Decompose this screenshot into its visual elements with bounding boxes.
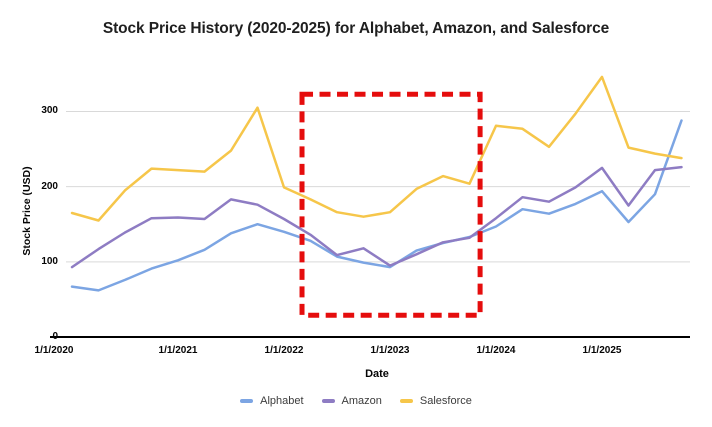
- x-tick-1-1-2023: 1/1/2023: [370, 345, 410, 356]
- series-line-alphabet: [70, 119, 683, 292]
- chart-title: Stock Price History (2020-2025) for Alph…: [102, 20, 610, 37]
- series-line-salesforce: [70, 75, 683, 222]
- series-line-amazon: [70, 165, 683, 269]
- legend-swatch-amazon: [321, 399, 335, 403]
- y-tick-200: 200: [41, 180, 58, 192]
- legend-label-amazon: Amazon: [341, 395, 382, 407]
- x-tick-1-1-2024: 1/1/2024: [476, 345, 516, 356]
- y-tick-300: 300: [41, 105, 58, 117]
- annotation-box: [299, 91, 483, 318]
- y-axis-title: Stock Price (USD): [21, 166, 33, 256]
- legend-label-alphabet: Alphabet: [260, 395, 304, 407]
- x-tick-1-1-2022: 1/1/2022: [264, 345, 304, 356]
- legend-item-salesforce: Salesforce: [399, 395, 472, 407]
- y-tick-100: 100: [41, 255, 58, 267]
- legend-label-salesforce: Salesforce: [419, 395, 472, 407]
- y-tick-0: 0: [52, 331, 58, 342]
- x-tick-1-1-2020: 1/1/2020: [34, 345, 74, 356]
- legend-item-amazon: Amazon: [321, 395, 382, 407]
- chart-legend: Alphabet Amazon Salesforce: [0, 393, 712, 409]
- legend-swatch-alphabet: [240, 399, 254, 403]
- x-tick-1-1-2025: 1/1/2025: [582, 345, 622, 356]
- x-axis-title: Date: [365, 368, 389, 380]
- legend-item-alphabet: Alphabet: [240, 395, 304, 407]
- x-tick-1-1-2021: 1/1/2021: [158, 345, 198, 356]
- legend-swatch-salesforce: [399, 399, 413, 403]
